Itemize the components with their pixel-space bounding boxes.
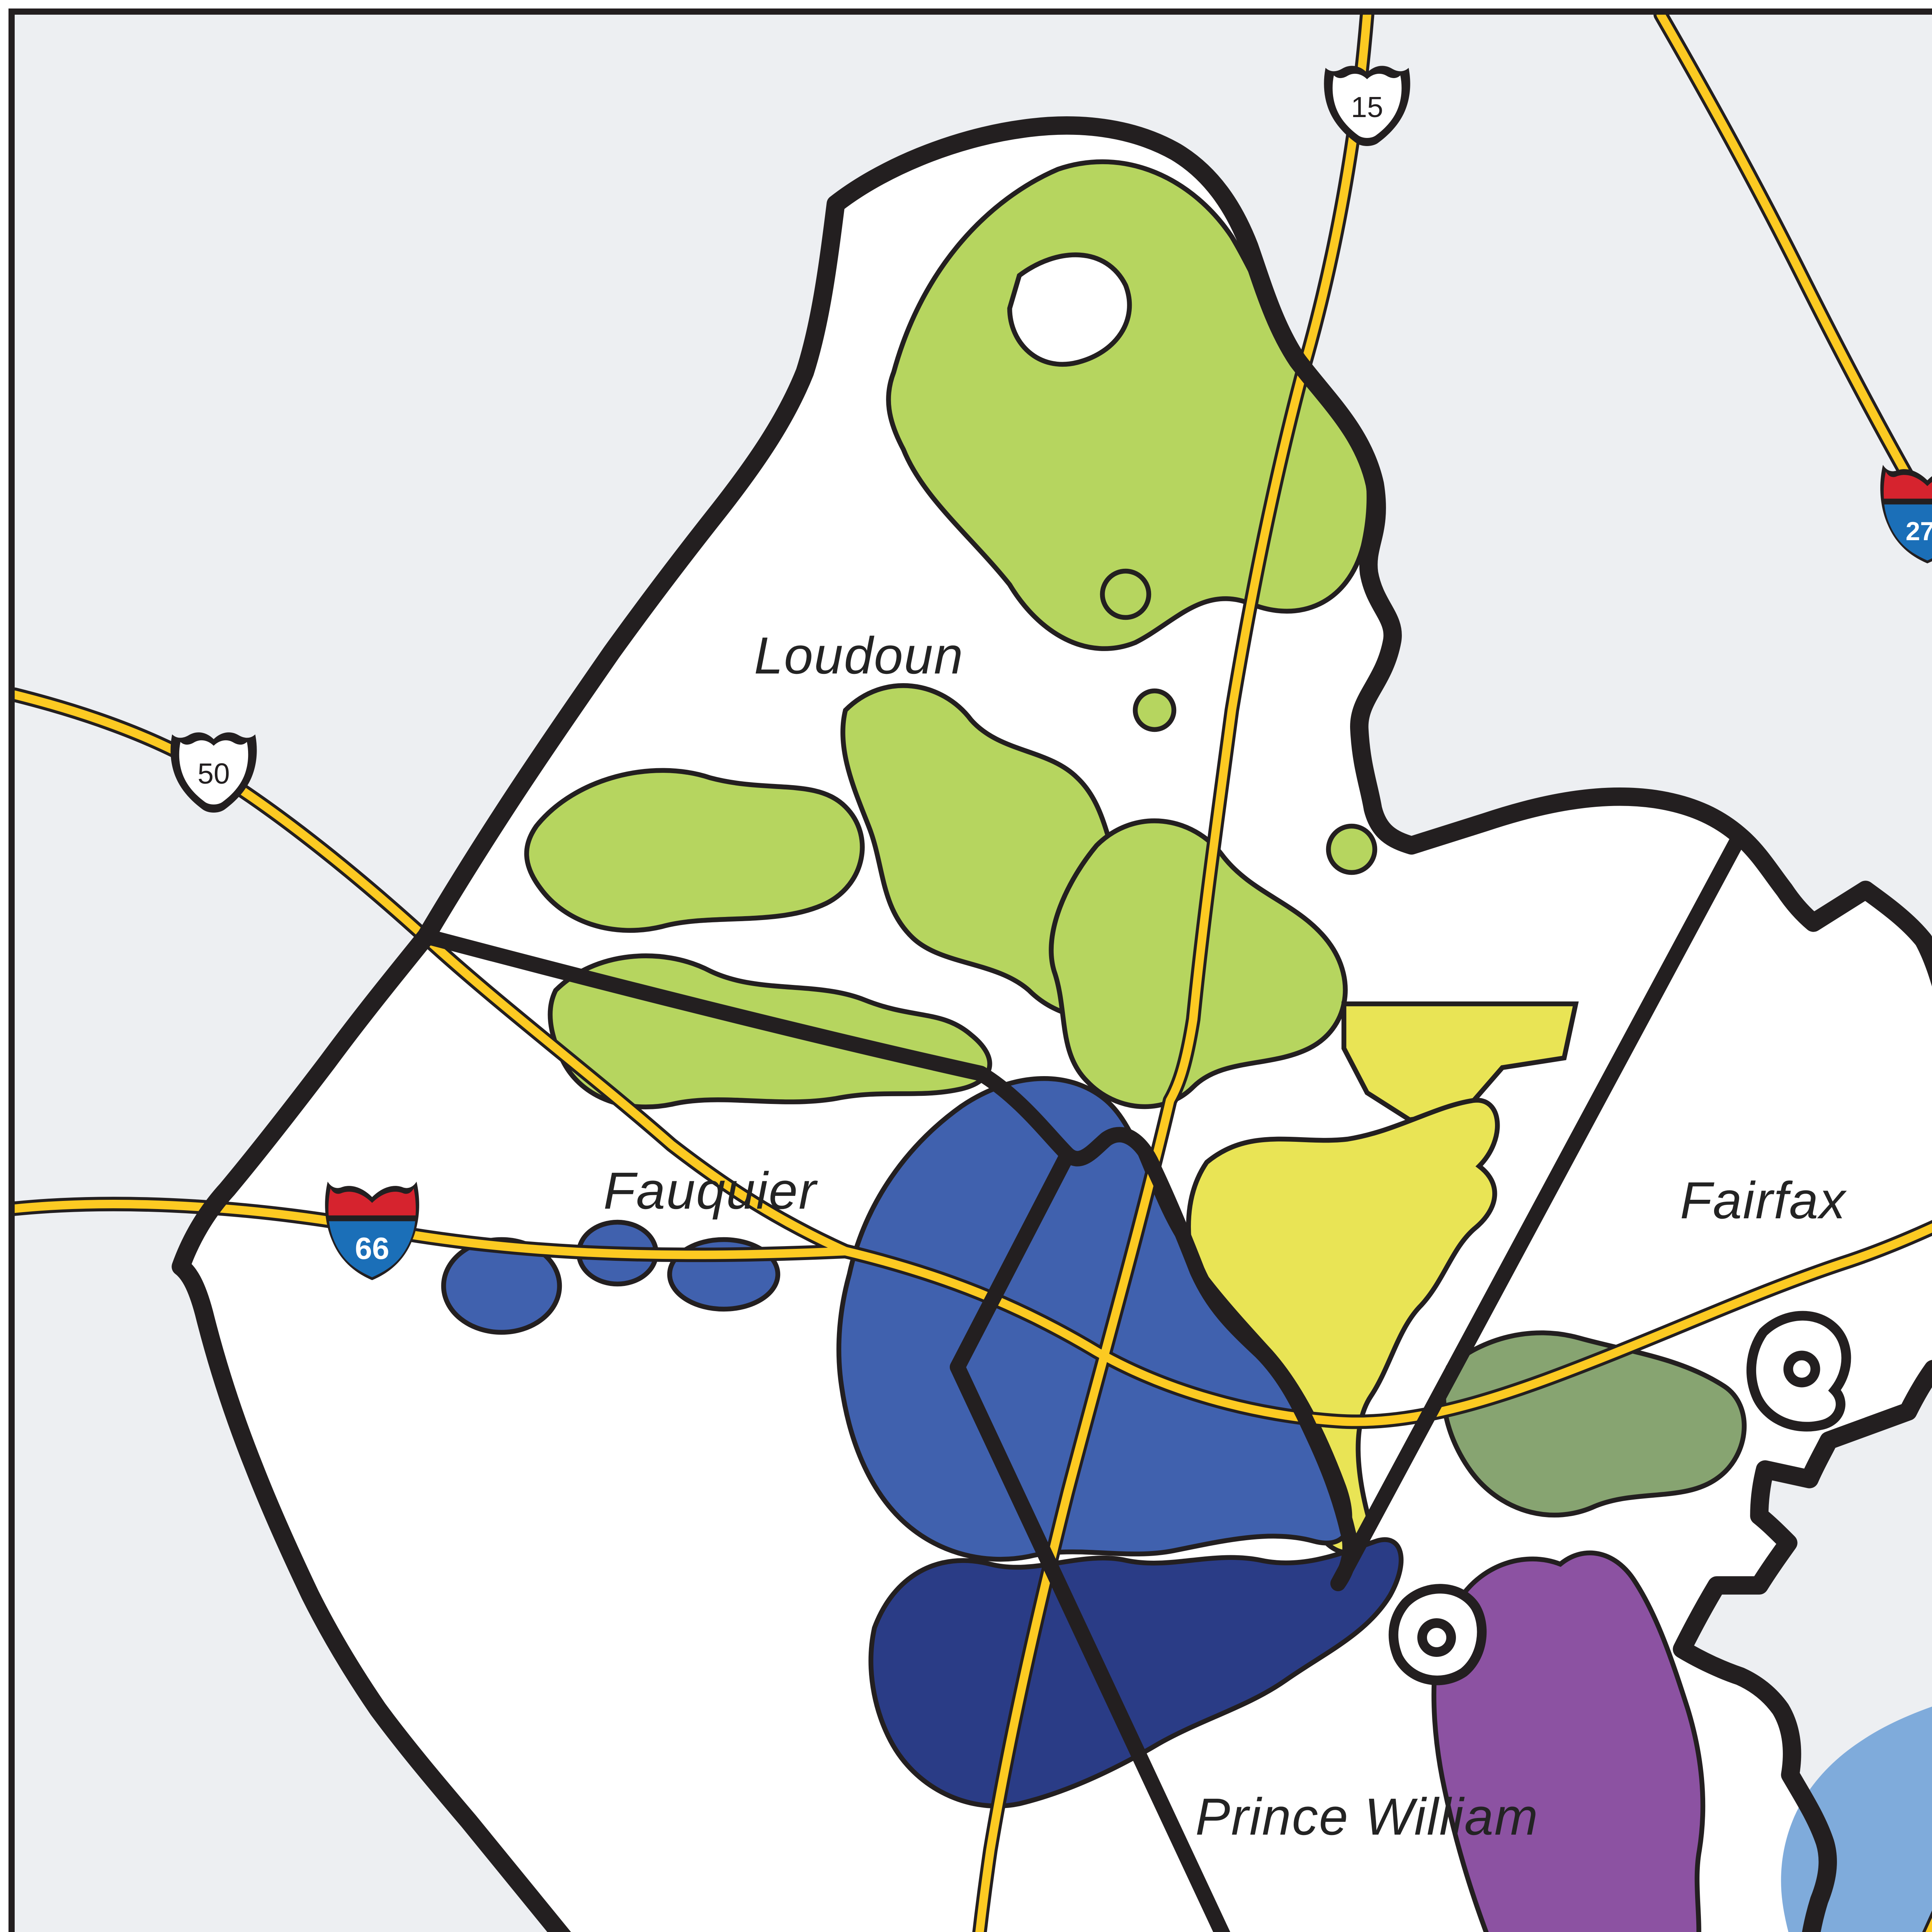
county-label-fairfax: Fairfax bbox=[1680, 1171, 1847, 1230]
county-boundaries bbox=[418, 828, 1748, 1932]
road-us15-north bbox=[1166, 15, 1371, 1105]
boundary-loudoun-fauquier bbox=[418, 929, 988, 1081]
i66-shield: 66 bbox=[325, 1182, 419, 1280]
district-6-region bbox=[1431, 1550, 1706, 1932]
us15-north-shield: 15 bbox=[1324, 66, 1410, 146]
manassas-marker bbox=[1417, 1618, 1456, 1657]
road-us15-17 bbox=[975, 1096, 1174, 1932]
i270-shield: 270 bbox=[1880, 465, 1932, 563]
map-frame: 66 270 495 95 50 15 bbox=[9, 9, 1932, 1932]
boundary-tripoint bbox=[950, 1147, 1075, 1375]
us50-shield: 50 bbox=[170, 732, 257, 813]
i66-label: 66 bbox=[355, 1231, 389, 1265]
boundary-fauquier-pw bbox=[950, 1359, 1230, 1932]
district-1-region bbox=[1186, 1001, 1579, 1555]
map-svg: 66 270 495 95 50 15 bbox=[15, 15, 1932, 1932]
district-3-region bbox=[1441, 1330, 1747, 1518]
fairfax-city-marker bbox=[1783, 1350, 1820, 1388]
county-label-fauquier: Fauquier bbox=[604, 1162, 818, 1220]
fairfax-city-enclave bbox=[1746, 1311, 1851, 1432]
boundary-bull-run bbox=[973, 1066, 1358, 1591]
county-label-prince-william: Prince William bbox=[1196, 1787, 1539, 1846]
road-i270 bbox=[1656, 15, 1932, 528]
county-label-loudoun: Loudoun bbox=[754, 626, 964, 685]
manassas-enclave bbox=[1388, 1584, 1487, 1685]
boundary-fairfax-west bbox=[1330, 828, 1748, 1591]
outer-boundary bbox=[172, 116, 1932, 1932]
us50-label: 50 bbox=[197, 757, 230, 790]
us15-north-label: 15 bbox=[1351, 91, 1383, 123]
district-5-region bbox=[868, 1537, 1404, 1809]
i270-label: 270 bbox=[1906, 517, 1932, 546]
